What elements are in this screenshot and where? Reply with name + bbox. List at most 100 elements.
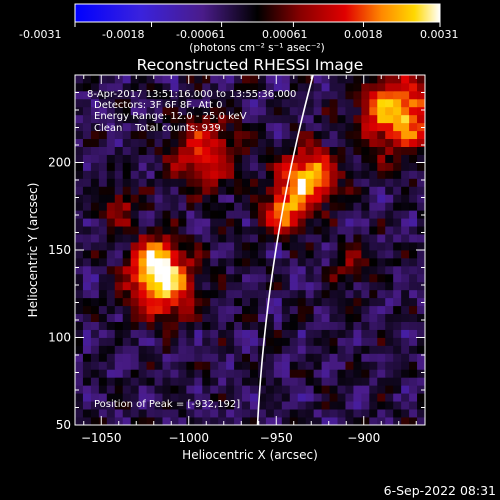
- heatmap-cell: [146, 401, 155, 410]
- heatmap-cell: [417, 138, 425, 147]
- heatmap-cell: [138, 265, 147, 275]
- heatmap-cell: [138, 353, 147, 362]
- heatmap-cell: [337, 417, 346, 425]
- heatmap-cell: [273, 417, 283, 425]
- heatmap-cell: [265, 162, 275, 171]
- heatmap-cell: [273, 186, 283, 195]
- heatmap-cell: [337, 130, 346, 140]
- heatmap-cell: [82, 353, 92, 362]
- heatmap-cell: [329, 313, 338, 322]
- heatmap-cell: [417, 353, 425, 362]
- heatmap-cell: [75, 114, 84, 124]
- heatmap-cell: [385, 162, 394, 171]
- heatmap-cell: [130, 154, 140, 163]
- heatmap-cell: [170, 75, 179, 84]
- heatmap-cell: [369, 273, 378, 283]
- heatmap-cell: [313, 130, 322, 140]
- heatmap-cell: [297, 122, 307, 132]
- heatmap-cell: [114, 250, 124, 259]
- heatmap-cell: [154, 234, 163, 243]
- heatmap-cell: [226, 202, 235, 211]
- heatmap-cell: [321, 226, 330, 235]
- heatmap-cell: [385, 377, 394, 386]
- heatmap-cell: [162, 106, 171, 116]
- heatmap-cell: [218, 250, 227, 259]
- heatmap-cell: [162, 377, 171, 386]
- heatmap-cell: [417, 106, 425, 116]
- heatmap-cell: [186, 257, 195, 267]
- heatmap-cell: [162, 281, 171, 291]
- heatmap-cell: [194, 106, 203, 116]
- heatmap-cell: [122, 337, 132, 346]
- heatmap-cell: [226, 401, 235, 410]
- heatmap-cell: [409, 114, 418, 124]
- heatmap-cell: [281, 297, 291, 307]
- heatmap-cell: [265, 82, 275, 92]
- heatmap-cell: [178, 154, 187, 163]
- heatmap-cell: [337, 170, 346, 179]
- heatmap-cell: [122, 297, 132, 307]
- heatmap-cell: [385, 385, 394, 394]
- heatmap-cell: [289, 210, 299, 219]
- heatmap-cell: [393, 154, 402, 163]
- heatmap-cell: [273, 353, 283, 362]
- heatmap-cell: [202, 297, 211, 307]
- heatmap-cell: [250, 385, 259, 394]
- heatmap-cell: [321, 417, 330, 425]
- heatmap-cell: [321, 297, 330, 307]
- heatmap-cell: [138, 218, 147, 227]
- heatmap-cell: [226, 75, 235, 84]
- heatmap-cell: [401, 114, 410, 124]
- heatmap-cell: [82, 417, 92, 425]
- colorbar-tick-label: -0.0018: [102, 28, 144, 41]
- heatmap-cell: [305, 337, 315, 346]
- heatmap-cell: [257, 234, 267, 243]
- heatmap-cell: [297, 162, 307, 171]
- heatmap-cell: [385, 257, 394, 267]
- heatmap-cell: [170, 361, 179, 370]
- heatmap-cell: [186, 401, 195, 410]
- heatmap-cell: [321, 273, 330, 283]
- heatmap-cell: [90, 401, 100, 410]
- heatmap-cell: [369, 377, 378, 386]
- heatmap-cell: [305, 297, 315, 307]
- heatmap-cell: [186, 75, 195, 84]
- heatmap-cell: [114, 289, 124, 299]
- heatmap-cell: [353, 273, 362, 283]
- heatmap-cell: [385, 297, 394, 307]
- heatmap-cell: [210, 361, 219, 370]
- heatmap-cell: [409, 194, 418, 203]
- heatmap-cell: [313, 218, 322, 227]
- heatmap-cell: [409, 273, 418, 283]
- heatmap-cell: [226, 82, 235, 92]
- heatmap-cell: [218, 417, 227, 425]
- heatmap-cell: [297, 273, 307, 283]
- heatmap-cell: [337, 393, 346, 402]
- heatmap-cell: [313, 162, 322, 171]
- heatmap-cell: [170, 234, 179, 243]
- heatmap-cell: [98, 98, 108, 108]
- heatmap-cell: [393, 178, 402, 187]
- heatmap-cell: [265, 202, 275, 211]
- heatmap-cell: [210, 162, 219, 171]
- heatmap-cell: [257, 114, 267, 124]
- heatmap-cell: [393, 90, 402, 100]
- heatmap-cell: [265, 257, 275, 267]
- heatmap-cell: [305, 377, 315, 386]
- heatmap-cell: [289, 313, 299, 322]
- heatmap-cell: [82, 409, 92, 418]
- heatmap-cell: [170, 377, 179, 386]
- heatmap-cell: [265, 313, 275, 322]
- heatmap-cell: [146, 154, 155, 163]
- heatmap-cell: [377, 361, 386, 370]
- heatmap-cell: [194, 281, 203, 291]
- heatmap-cell: [297, 75, 307, 84]
- heatmap-cell: [305, 138, 315, 147]
- heatmap-cell: [305, 146, 315, 155]
- heatmap-cell: [154, 393, 163, 402]
- heatmap-cell: [313, 337, 322, 346]
- heatmap-cell: [138, 377, 147, 386]
- heatmap-cell: [401, 305, 410, 315]
- heatmap-cell: [234, 226, 243, 235]
- heatmap-cell: [75, 210, 84, 219]
